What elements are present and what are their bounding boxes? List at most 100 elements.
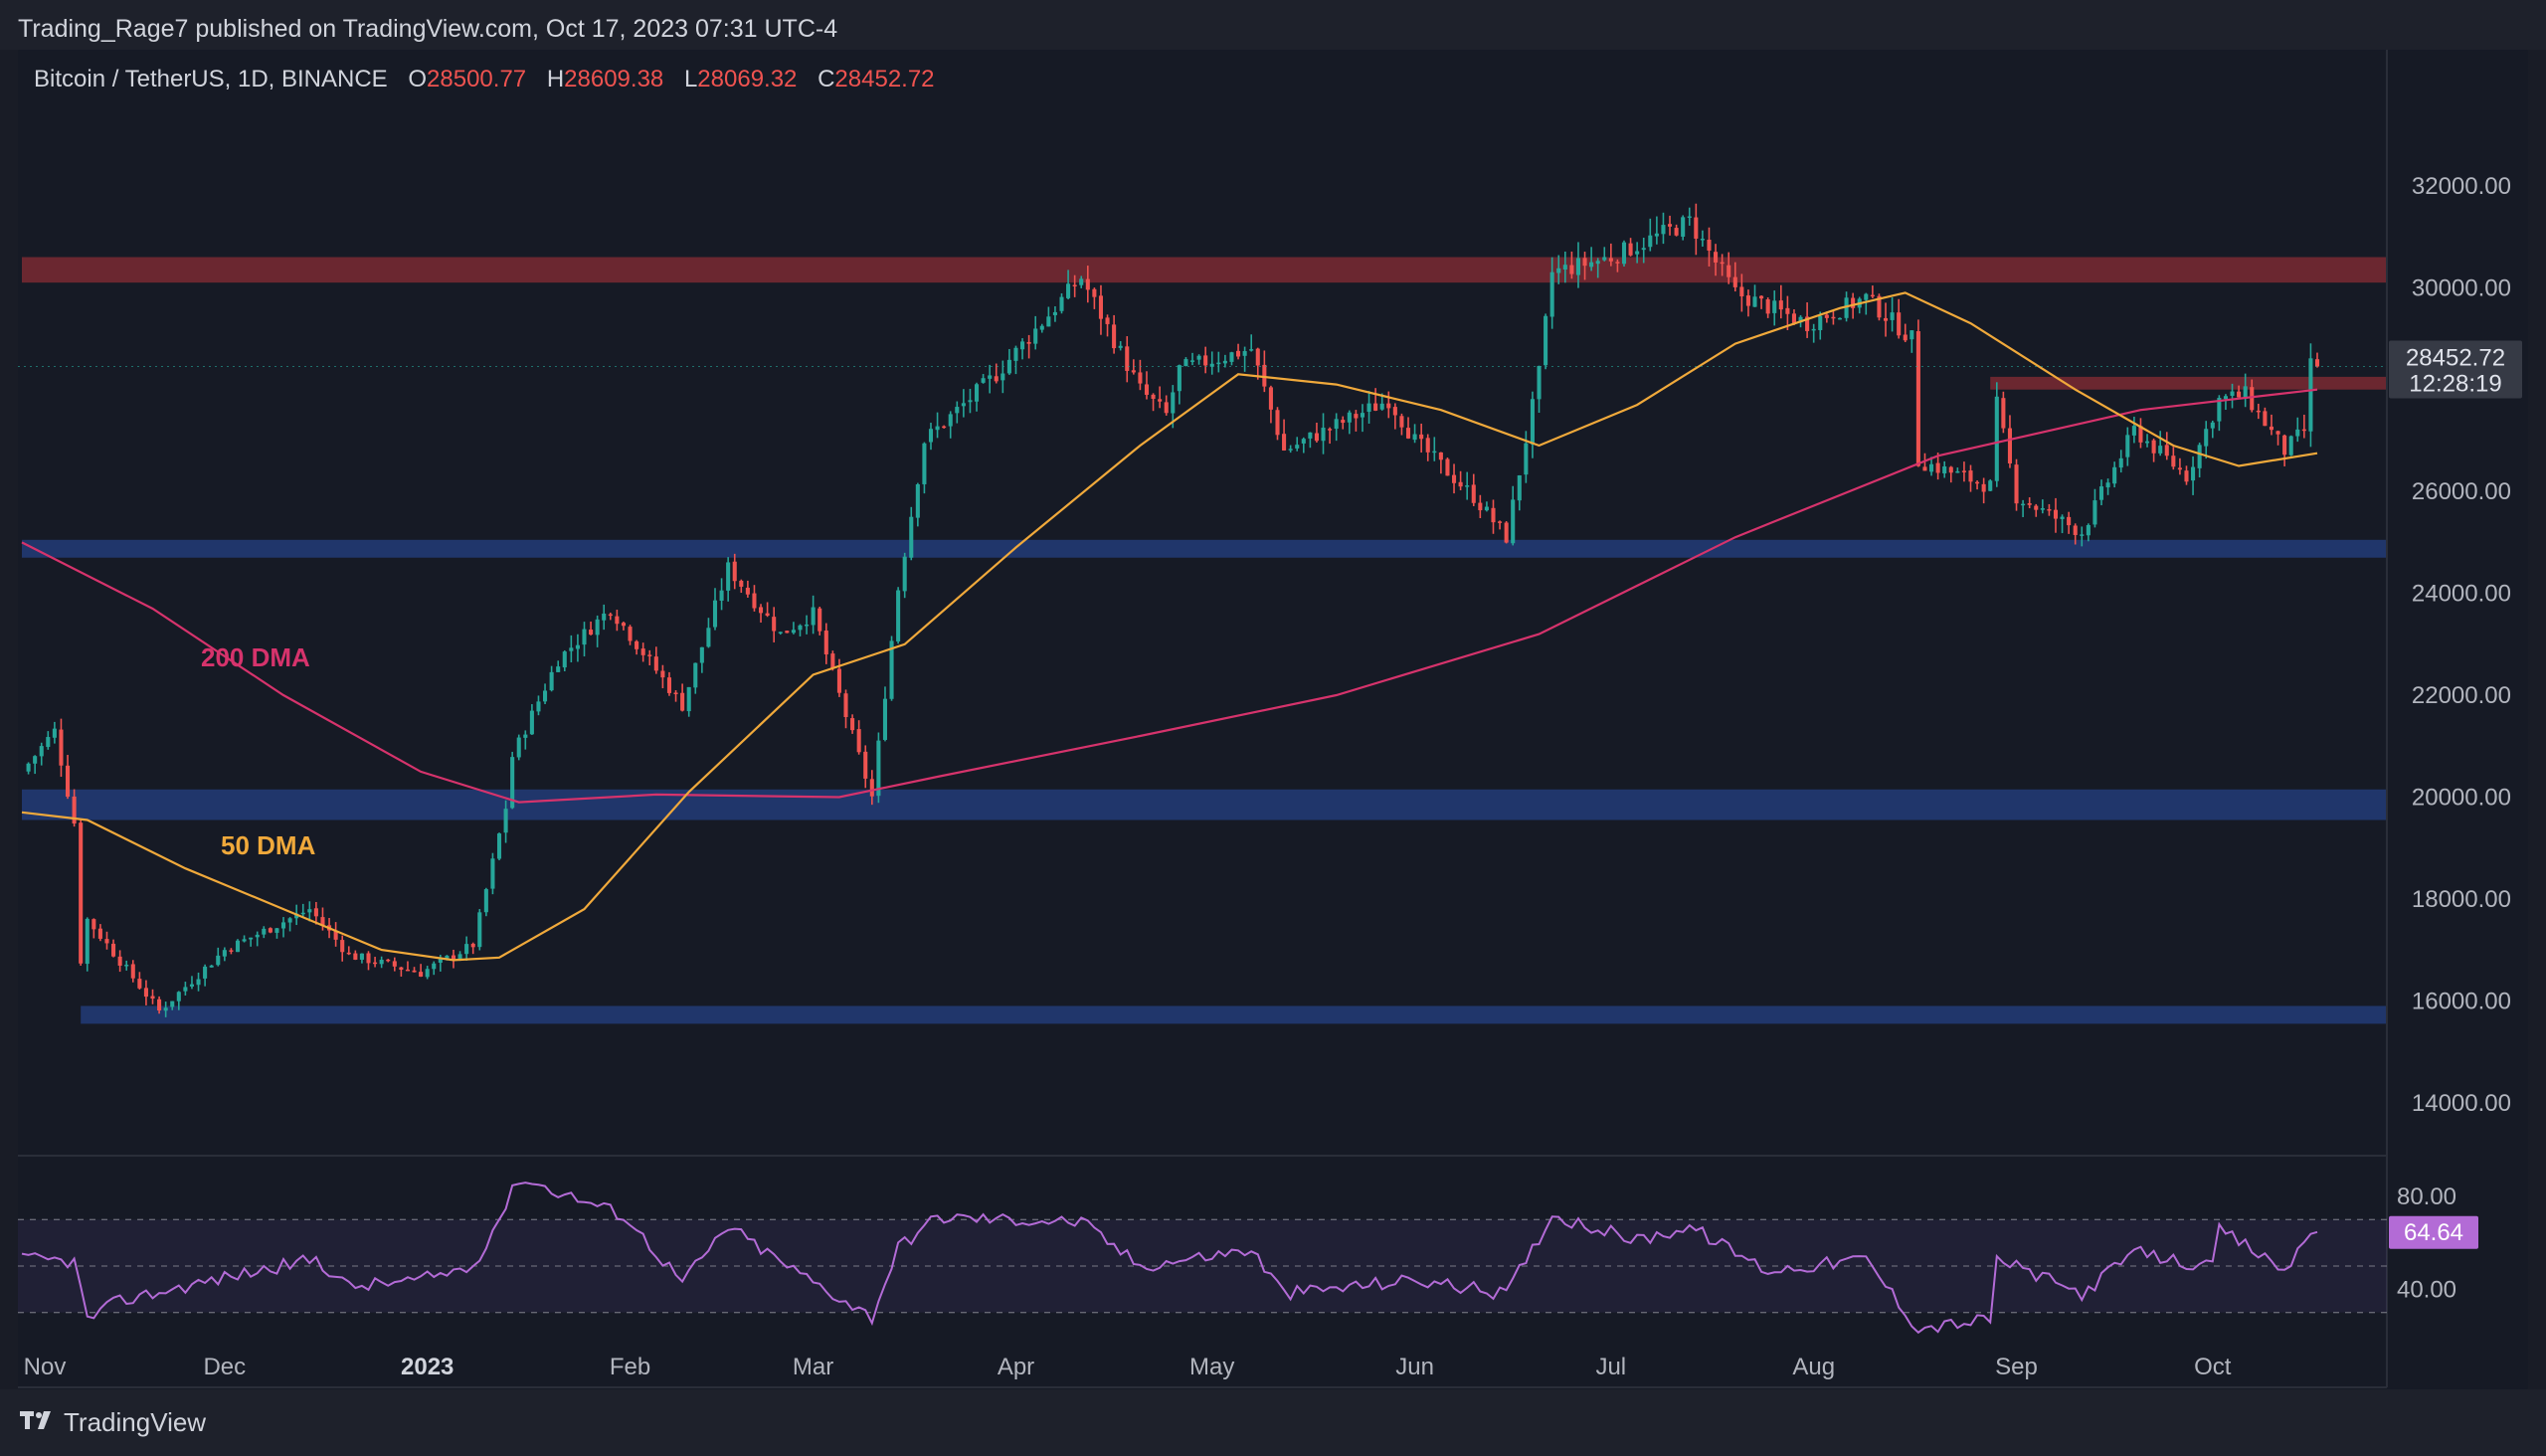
candle-body	[693, 662, 698, 688]
candle	[1602, 247, 1607, 262]
candle	[477, 909, 482, 951]
candle-body	[1451, 474, 1457, 483]
candle	[1308, 432, 1313, 449]
candle-body	[1203, 355, 1208, 366]
tradingview-brand[interactable]: TradingView	[20, 1407, 206, 1438]
candle	[1386, 391, 1391, 419]
candle	[2047, 503, 2052, 516]
candle	[2060, 514, 2065, 534]
candle	[300, 903, 305, 917]
candle-body	[549, 671, 554, 691]
candle	[1648, 218, 1653, 252]
candle	[2263, 407, 2268, 427]
candle	[1249, 334, 1254, 352]
candle-body	[2177, 467, 2182, 470]
candle	[2151, 438, 2156, 462]
candle-body	[798, 625, 803, 631]
candles-layer	[26, 203, 2320, 1017]
candle	[882, 686, 888, 742]
candle-body	[1249, 349, 1254, 351]
symbol-legend[interactable]: Bitcoin / TetherUS, 1D, BINANCE O28500.7…	[34, 62, 935, 97]
candle-body	[1484, 506, 1489, 511]
candle-body	[745, 587, 750, 595]
candle-body	[699, 646, 704, 663]
candle-body	[732, 561, 737, 582]
candle-body	[1196, 355, 1201, 360]
rsi-value-tag: 64.64	[2389, 1215, 2478, 1249]
candle	[961, 389, 966, 418]
candle	[2288, 435, 2293, 456]
candle-body	[1844, 297, 1849, 318]
candle	[1006, 348, 1011, 375]
candle-body	[1465, 485, 1470, 487]
candle	[373, 957, 378, 968]
candle-body	[1910, 330, 1914, 340]
candle	[229, 948, 234, 955]
candle	[307, 901, 312, 922]
candle-body	[1948, 466, 1953, 473]
candle-body	[366, 953, 371, 964]
candle-body	[1118, 345, 1123, 348]
published-text: Trading_Rage7 published on TradingView.c…	[18, 15, 838, 43]
candle	[1236, 343, 1241, 360]
candle-body	[1412, 434, 1417, 441]
candle	[1177, 364, 1182, 405]
candle	[490, 852, 495, 895]
candle	[91, 918, 96, 939]
candle-body	[1935, 462, 1940, 473]
candle-body	[268, 928, 273, 933]
price-tick-label: 32000.00	[2412, 173, 2511, 200]
candle	[2177, 457, 2182, 475]
candle-body	[1837, 317, 1843, 320]
candle	[1125, 336, 1130, 383]
candle-body	[222, 950, 227, 957]
candle	[2171, 447, 2176, 470]
candle	[313, 901, 318, 925]
candle-body	[818, 608, 822, 632]
candle	[1151, 393, 1156, 412]
candle	[1994, 382, 1999, 487]
rsi-axis[interactable]: 80.00 40.00	[2397, 1183, 2456, 1303]
candle	[451, 949, 456, 969]
candle	[1732, 262, 1737, 292]
price-axis[interactable]: 32000.00 30000.00 26000.00 24000.00 22000.00…	[2412, 173, 2511, 1117]
candle	[1915, 319, 1920, 467]
candle	[635, 639, 639, 655]
candle	[1334, 413, 1339, 442]
candle	[1098, 284, 1103, 335]
support-zone	[22, 539, 2387, 558]
candle-body	[157, 999, 162, 1011]
candle	[1242, 346, 1247, 372]
candle	[935, 412, 940, 439]
candle-body	[1013, 347, 1018, 361]
candle-body	[1020, 341, 1025, 350]
candle-body	[955, 407, 960, 414]
candle	[483, 887, 488, 917]
candle	[1739, 273, 1744, 312]
candle-body	[1354, 414, 1359, 419]
tradingview-logo-icon	[20, 1407, 56, 1438]
candle-body	[635, 640, 639, 649]
candle	[111, 939, 116, 958]
candle	[1948, 465, 1953, 483]
candle-body	[2131, 426, 2136, 436]
candle	[117, 950, 122, 973]
candle	[2073, 523, 2078, 545]
candle-body	[1347, 412, 1352, 423]
candle	[1282, 419, 1287, 452]
candle-body	[1085, 278, 1090, 290]
candle	[1020, 338, 1025, 360]
candle-body	[791, 630, 796, 634]
time-axis[interactable]: Nov Dec 2023 Feb Mar Apr May Jun Jul Aug Sep Oct	[24, 1354, 2232, 1380]
candle	[432, 961, 437, 976]
candle	[124, 960, 129, 971]
time-tick-label: Sep	[1995, 1354, 2038, 1380]
candle	[2092, 488, 2097, 528]
candle-body	[602, 613, 607, 621]
candle	[150, 989, 155, 1004]
low-label: L	[683, 66, 698, 92]
candle	[536, 695, 541, 716]
support-zone	[22, 789, 2387, 820]
candle	[686, 686, 691, 717]
